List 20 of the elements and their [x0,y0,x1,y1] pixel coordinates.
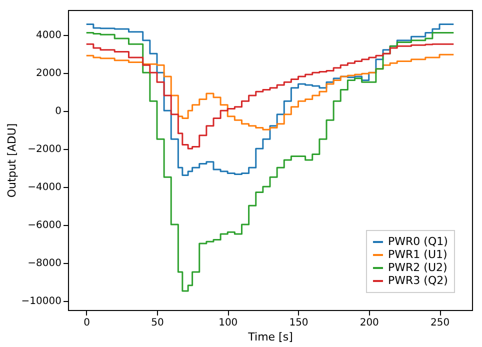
y-tick-label: −10000 [21,296,62,308]
x-axis-title: Time [s] [247,330,293,344]
legend-label: PWR0 (Q1) [388,235,448,248]
x-tick-label: 200 [360,318,379,328]
y-tick-label: 4000 [36,30,62,42]
y-tick-label: −4000 [28,182,62,194]
legend-label: PWR1 (U1) [388,248,448,261]
x-tick-label: 250 [430,318,450,328]
x-tick-label: 0 [84,318,90,328]
legend-label: PWR2 (U2) [388,261,448,274]
x-tick-label: 50 [151,318,164,328]
y-tick-label: 2000 [36,68,62,80]
y-tick-label: 0 [55,106,62,118]
y-tick-label: −8000 [28,258,62,270]
legend-label: PWR3 (Q2) [388,274,448,287]
y-axis-title: Output [ADU] [5,123,18,198]
y-tick-label: −2000 [28,144,62,156]
x-tick-label: 100 [218,318,238,328]
x-tick-label: 150 [289,318,308,328]
y-tick-label: −6000 [28,220,62,232]
